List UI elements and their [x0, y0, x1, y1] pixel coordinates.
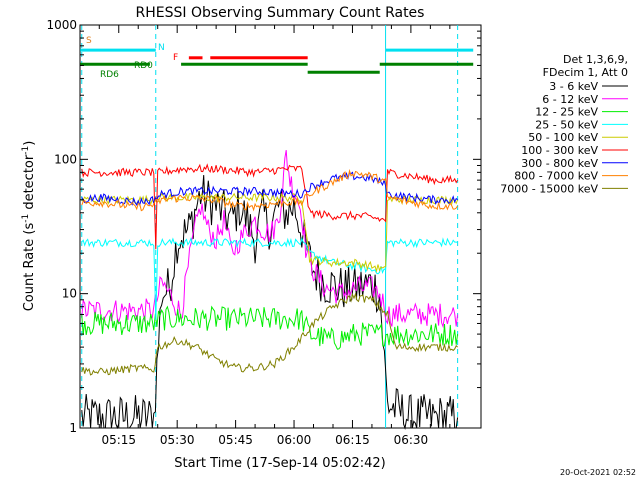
series-lines — [81, 150, 459, 430]
y-tick-label-2: 100 — [54, 152, 77, 166]
x-tick-label-1: 05:30 — [160, 433, 195, 447]
series-line-8 — [81, 292, 458, 376]
series-line-2 — [81, 305, 459, 350]
flag-label-n: N — [158, 43, 165, 53]
legend-label-1: 6 - 12 keV — [542, 93, 598, 106]
timestamp: 20-Oct-2021 02:52 — [560, 468, 636, 477]
legend-label-6: 300 - 800 keV — [521, 157, 598, 170]
legend-label-4: 50 - 100 keV — [528, 131, 598, 144]
flag-label-rd0: RD0 — [134, 61, 153, 71]
series-line-7 — [81, 168, 459, 212]
x-tick-label-3: 06:00 — [277, 433, 312, 447]
series-line-0 — [81, 175, 459, 430]
y-axis-label-part-4: ) — [22, 141, 37, 146]
series-line-6 — [81, 171, 458, 207]
legend-label-8: 7000 - 15000 keV — [500, 182, 598, 195]
y-axis-label: Count Rate (s-1 detector-1) — [21, 141, 37, 312]
y-tick-label-3: 1000 — [46, 18, 77, 32]
legend-label-2: 12 - 25 keV — [535, 106, 598, 119]
plot-frame — [79, 24, 482, 429]
chart-title: RHESSI Observing Summary Count Rates — [136, 5, 425, 21]
x-tick-label-5: 06:30 — [394, 433, 429, 447]
plot-area: S NF RD0 RD6 1 10 100 1000 05:15 05:30 05:45 06:00… — [46, 18, 482, 447]
x-tick-label-2: 05:45 — [218, 433, 253, 447]
x-tick-label-4: 06:15 — [335, 433, 370, 447]
y-tick-label-0: 1 — [69, 421, 77, 435]
series-line-3 — [81, 237, 458, 321]
y-axis-label-part-2: detector — [22, 154, 37, 214]
flag-label-s: S — [86, 36, 92, 46]
x-tick-label-0: 05:15 — [101, 433, 136, 447]
flag-label-rd6: RD6 — [100, 70, 119, 80]
axes: 1 10 100 1000 05:15 05:30 05:45 06:00 06:15 06:30 — [46, 18, 481, 447]
legend-header-0: Det 1,3,6,9, — [563, 53, 628, 66]
legend-label-7: 800 - 7000 keV — [514, 170, 598, 183]
y-axis-label-part-0: Count Rate (s — [22, 223, 37, 312]
flag-label-f: F — [173, 53, 178, 63]
legend-label-3: 25 - 50 keV — [535, 118, 598, 131]
series-line-5 — [81, 163, 459, 250]
y-tick-label-1: 10 — [62, 287, 77, 301]
flag-bars: S NF RD0 RD6 — [80, 36, 474, 80]
legend-label-5: 100 - 300 keV — [521, 144, 598, 157]
x-axis-label: Start Time (17-Sep-14 05:02:42) — [174, 456, 385, 471]
legend-header-1: FDecim 1, Att 0 — [543, 66, 628, 79]
y-axis-label-part-1: -1 — [21, 214, 31, 223]
y-axis-label-part-3: -1 — [21, 146, 31, 155]
legend-label-0: 3 - 6 keV — [549, 80, 598, 93]
